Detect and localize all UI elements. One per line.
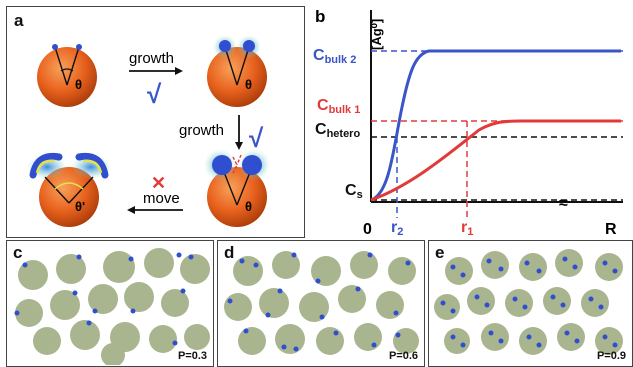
panel-e-label: e: [435, 243, 445, 262]
check-mark-right: √: [249, 123, 264, 153]
y-axis-label: [Ag⁰]: [369, 19, 384, 50]
probability-d: P=0.6: [388, 350, 418, 362]
particles-d: [224, 251, 419, 355]
panel-d: d P=0.6: [217, 240, 425, 367]
sphere-growth-2: θ: [204, 149, 270, 227]
panel-a: a θ growth √: [6, 6, 305, 238]
r2-label: r2: [391, 219, 403, 238]
sphere-growth-1: θ: [207, 35, 267, 107]
origin-label: 0: [363, 221, 372, 238]
panel-a-diagram: θ growth √ θ growth √: [27, 35, 270, 227]
R-label: R: [605, 221, 617, 238]
theta-prime: θ': [75, 199, 85, 214]
axis-break: ≈: [559, 195, 568, 212]
curve-bulk-2: [370, 49, 621, 202]
cbulk2-label: Cbulk 2: [313, 47, 356, 66]
curve-bulk-1: [370, 119, 621, 202]
panel-a-label: a: [14, 11, 24, 30]
panel-c: c P=0.3: [6, 240, 214, 367]
probability-e: P=0.9: [596, 350, 626, 362]
particles-c: [15, 248, 210, 365]
theta-3: θ: [245, 199, 252, 214]
panel-b: b [Ag⁰] ≈ Cbulk 2 Cbulk 1 Chetero Cs 0 r…: [313, 7, 623, 238]
check-mark-top: √: [147, 79, 162, 109]
growth-label-top: growth: [129, 50, 174, 67]
growth-label-right: growth: [179, 122, 224, 139]
panel-d-label: d: [224, 243, 235, 262]
probability-c: P=0.3: [177, 350, 207, 362]
move-label: move: [143, 190, 180, 207]
chetero-label: Chetero: [315, 121, 360, 140]
particles-e: [434, 249, 623, 355]
theta-2: θ: [245, 77, 252, 92]
cs-label: Cs: [345, 182, 363, 201]
panel-b-label: b: [315, 7, 325, 26]
panel-e: e P=0.9: [428, 240, 633, 367]
sphere-initial: θ: [37, 44, 97, 107]
sphere-moved: θ': [27, 152, 111, 227]
theta-1: θ: [75, 77, 82, 92]
panel-c-label: c: [13, 243, 23, 262]
cbulk1-label: Cbulk 1: [317, 97, 360, 116]
r1-label: r1: [461, 219, 473, 238]
cross-mark: ✕: [151, 173, 166, 193]
